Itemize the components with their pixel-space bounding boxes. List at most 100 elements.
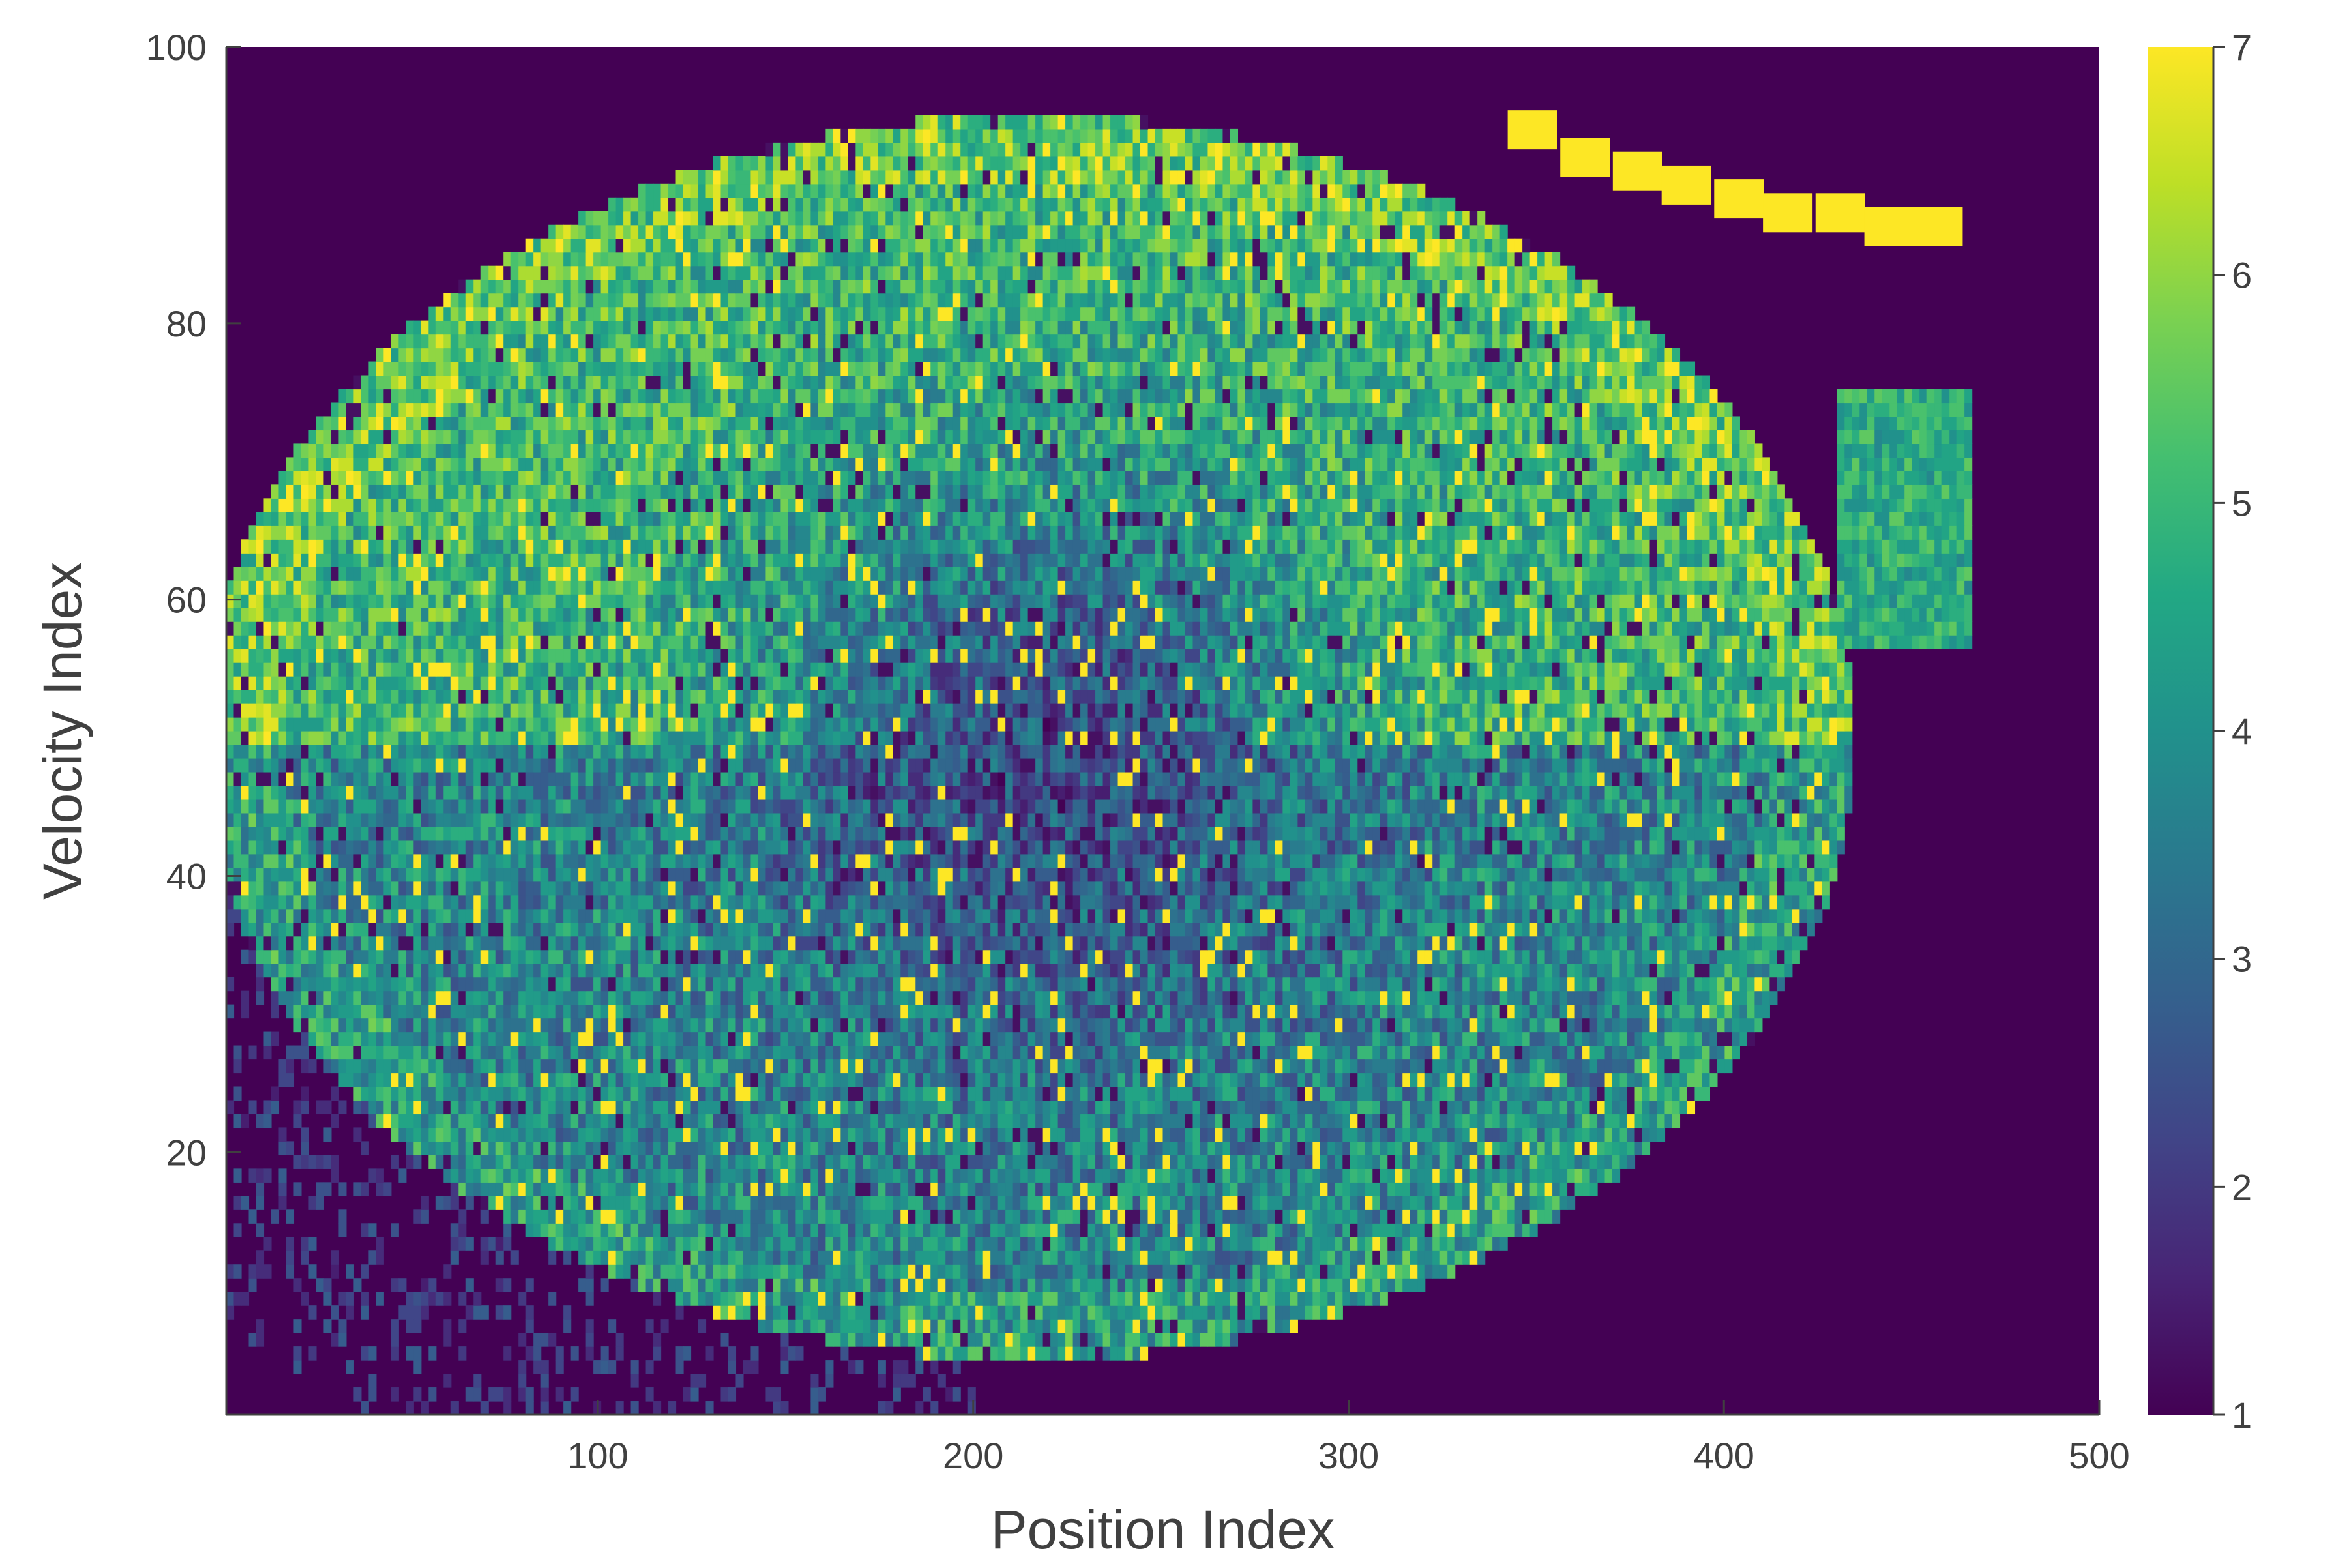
heatmap-cell (1103, 1018, 1111, 1033)
heatmap-cell (683, 936, 691, 951)
heatmap-cell (1088, 1346, 1096, 1361)
heatmap-cell (1058, 1114, 1066, 1128)
heatmap-cell (616, 1046, 624, 1060)
heatmap-cell (1590, 1114, 1598, 1128)
heatmap-cell (1552, 1100, 1560, 1114)
heatmap-cell (1297, 1223, 1305, 1237)
heatmap-cell (1530, 1032, 1538, 1046)
heatmap-cell (780, 1346, 788, 1361)
heatmap-cell (743, 964, 751, 978)
heatmap-cell (578, 1250, 586, 1265)
heatmap-cell (428, 1046, 436, 1060)
heatmap-cell (990, 1073, 998, 1087)
heatmap-cell (855, 991, 863, 1005)
heatmap-cell (1327, 1073, 1335, 1087)
heatmap-cell (953, 1333, 961, 1347)
heatmap-cell (923, 1387, 931, 1402)
heatmap-cell (878, 1168, 886, 1183)
heatmap-cell (1545, 1209, 1553, 1224)
heatmap-cell (1073, 1127, 1081, 1142)
heatmap-cell (548, 936, 556, 951)
heatmap-cell (1043, 1032, 1051, 1046)
heatmap-cell (608, 1073, 616, 1087)
heatmap-cell (398, 1005, 406, 1019)
heatmap-cell (990, 1305, 998, 1320)
heatmap-cell (1522, 1114, 1530, 1128)
heatmap-cell (1118, 1059, 1126, 1074)
heatmap-cell (1537, 1141, 1545, 1155)
heatmap-cell (443, 1155, 451, 1169)
heatmap-cell (780, 1018, 788, 1033)
heatmap-cell (1125, 1196, 1133, 1210)
heatmap-cell (1395, 1278, 1403, 1292)
heatmap-cell (1597, 1032, 1605, 1046)
heatmap-cell (1305, 1209, 1313, 1224)
heatmap-cell (653, 1005, 661, 1019)
heatmap-cell (1058, 1086, 1066, 1101)
heatmap-cell (810, 1209, 818, 1224)
heatmap-cell (1507, 964, 1515, 978)
heatmap-cell (413, 1100, 421, 1114)
heatmap-cell (578, 1059, 586, 1074)
heatmap-cell (990, 1333, 998, 1347)
heatmap-cell (1545, 1168, 1553, 1183)
heatmap-cell (398, 1073, 406, 1087)
heatmap-cell (503, 1196, 511, 1210)
heatmap-cell (458, 1032, 466, 1046)
heatmap-cell (1462, 1059, 1470, 1074)
heatmap-cell (1297, 1046, 1305, 1060)
heatmap-cell (968, 1005, 976, 1019)
heatmap-cell (1260, 1127, 1268, 1142)
heatmap-cell (541, 1387, 549, 1402)
heatmap-cell (713, 1005, 721, 1019)
heatmap-cell (1118, 1086, 1126, 1101)
heatmap-cell (803, 1292, 811, 1306)
heatmap-cell (750, 1346, 758, 1361)
heatmap-cell (840, 1100, 848, 1114)
heatmap-cell (1013, 1018, 1021, 1033)
heatmap-cell (1035, 1319, 1043, 1333)
heatmap-cell (795, 1127, 803, 1142)
heatmap-cell (398, 1168, 406, 1183)
heatmap-cell (983, 1196, 991, 1210)
heatmap-cell (1492, 1046, 1500, 1060)
heatmap-cell (1327, 991, 1335, 1005)
heatmap-cell (691, 1141, 699, 1155)
heatmap-cell (1777, 977, 1785, 992)
heatmap-cell (406, 977, 414, 992)
heatmap-cell (765, 1032, 773, 1046)
heatmap-cell (593, 991, 601, 1005)
heatmap-cell (780, 1250, 788, 1265)
heatmap-cell (953, 1319, 961, 1333)
heatmap-cell (1005, 950, 1013, 964)
heatmap-cell (1500, 1168, 1508, 1183)
heatmap-cell (1410, 1182, 1418, 1196)
heatmap-cell (1747, 1005, 1755, 1019)
heatmap-cell (683, 1114, 691, 1128)
heatmap-cell (930, 1059, 938, 1074)
heatmap-cell (1050, 1237, 1058, 1251)
heatmap-cell (953, 1100, 961, 1114)
heatmap-cell (1402, 964, 1410, 978)
heatmap-cell (855, 1005, 863, 1019)
heatmap-cell (1290, 1141, 1298, 1155)
heatmap-cell (833, 1278, 841, 1292)
heatmap-cell (1672, 1005, 1680, 1019)
heatmap-cell (1635, 1046, 1643, 1060)
heatmap-cell (780, 1046, 788, 1060)
heatmap-cell (1522, 1046, 1530, 1060)
heatmap-cell (1372, 1127, 1380, 1142)
heatmap-cell (391, 1032, 399, 1046)
heatmap-cell (1245, 1114, 1253, 1128)
heatmap-cell (1440, 1086, 1448, 1101)
heatmap-cell (1215, 1141, 1223, 1155)
heatmap-cell (1207, 1209, 1215, 1224)
heatmap-cell (1380, 1278, 1388, 1292)
heatmap-cell (735, 964, 743, 978)
heatmap-cell (578, 1141, 586, 1155)
heatmap-cell (968, 1333, 976, 1347)
heatmap-cell (998, 1305, 1006, 1320)
heatmap-cell (383, 964, 391, 978)
heatmap-cell (1275, 1046, 1283, 1060)
heatmap-cell (1005, 977, 1013, 992)
